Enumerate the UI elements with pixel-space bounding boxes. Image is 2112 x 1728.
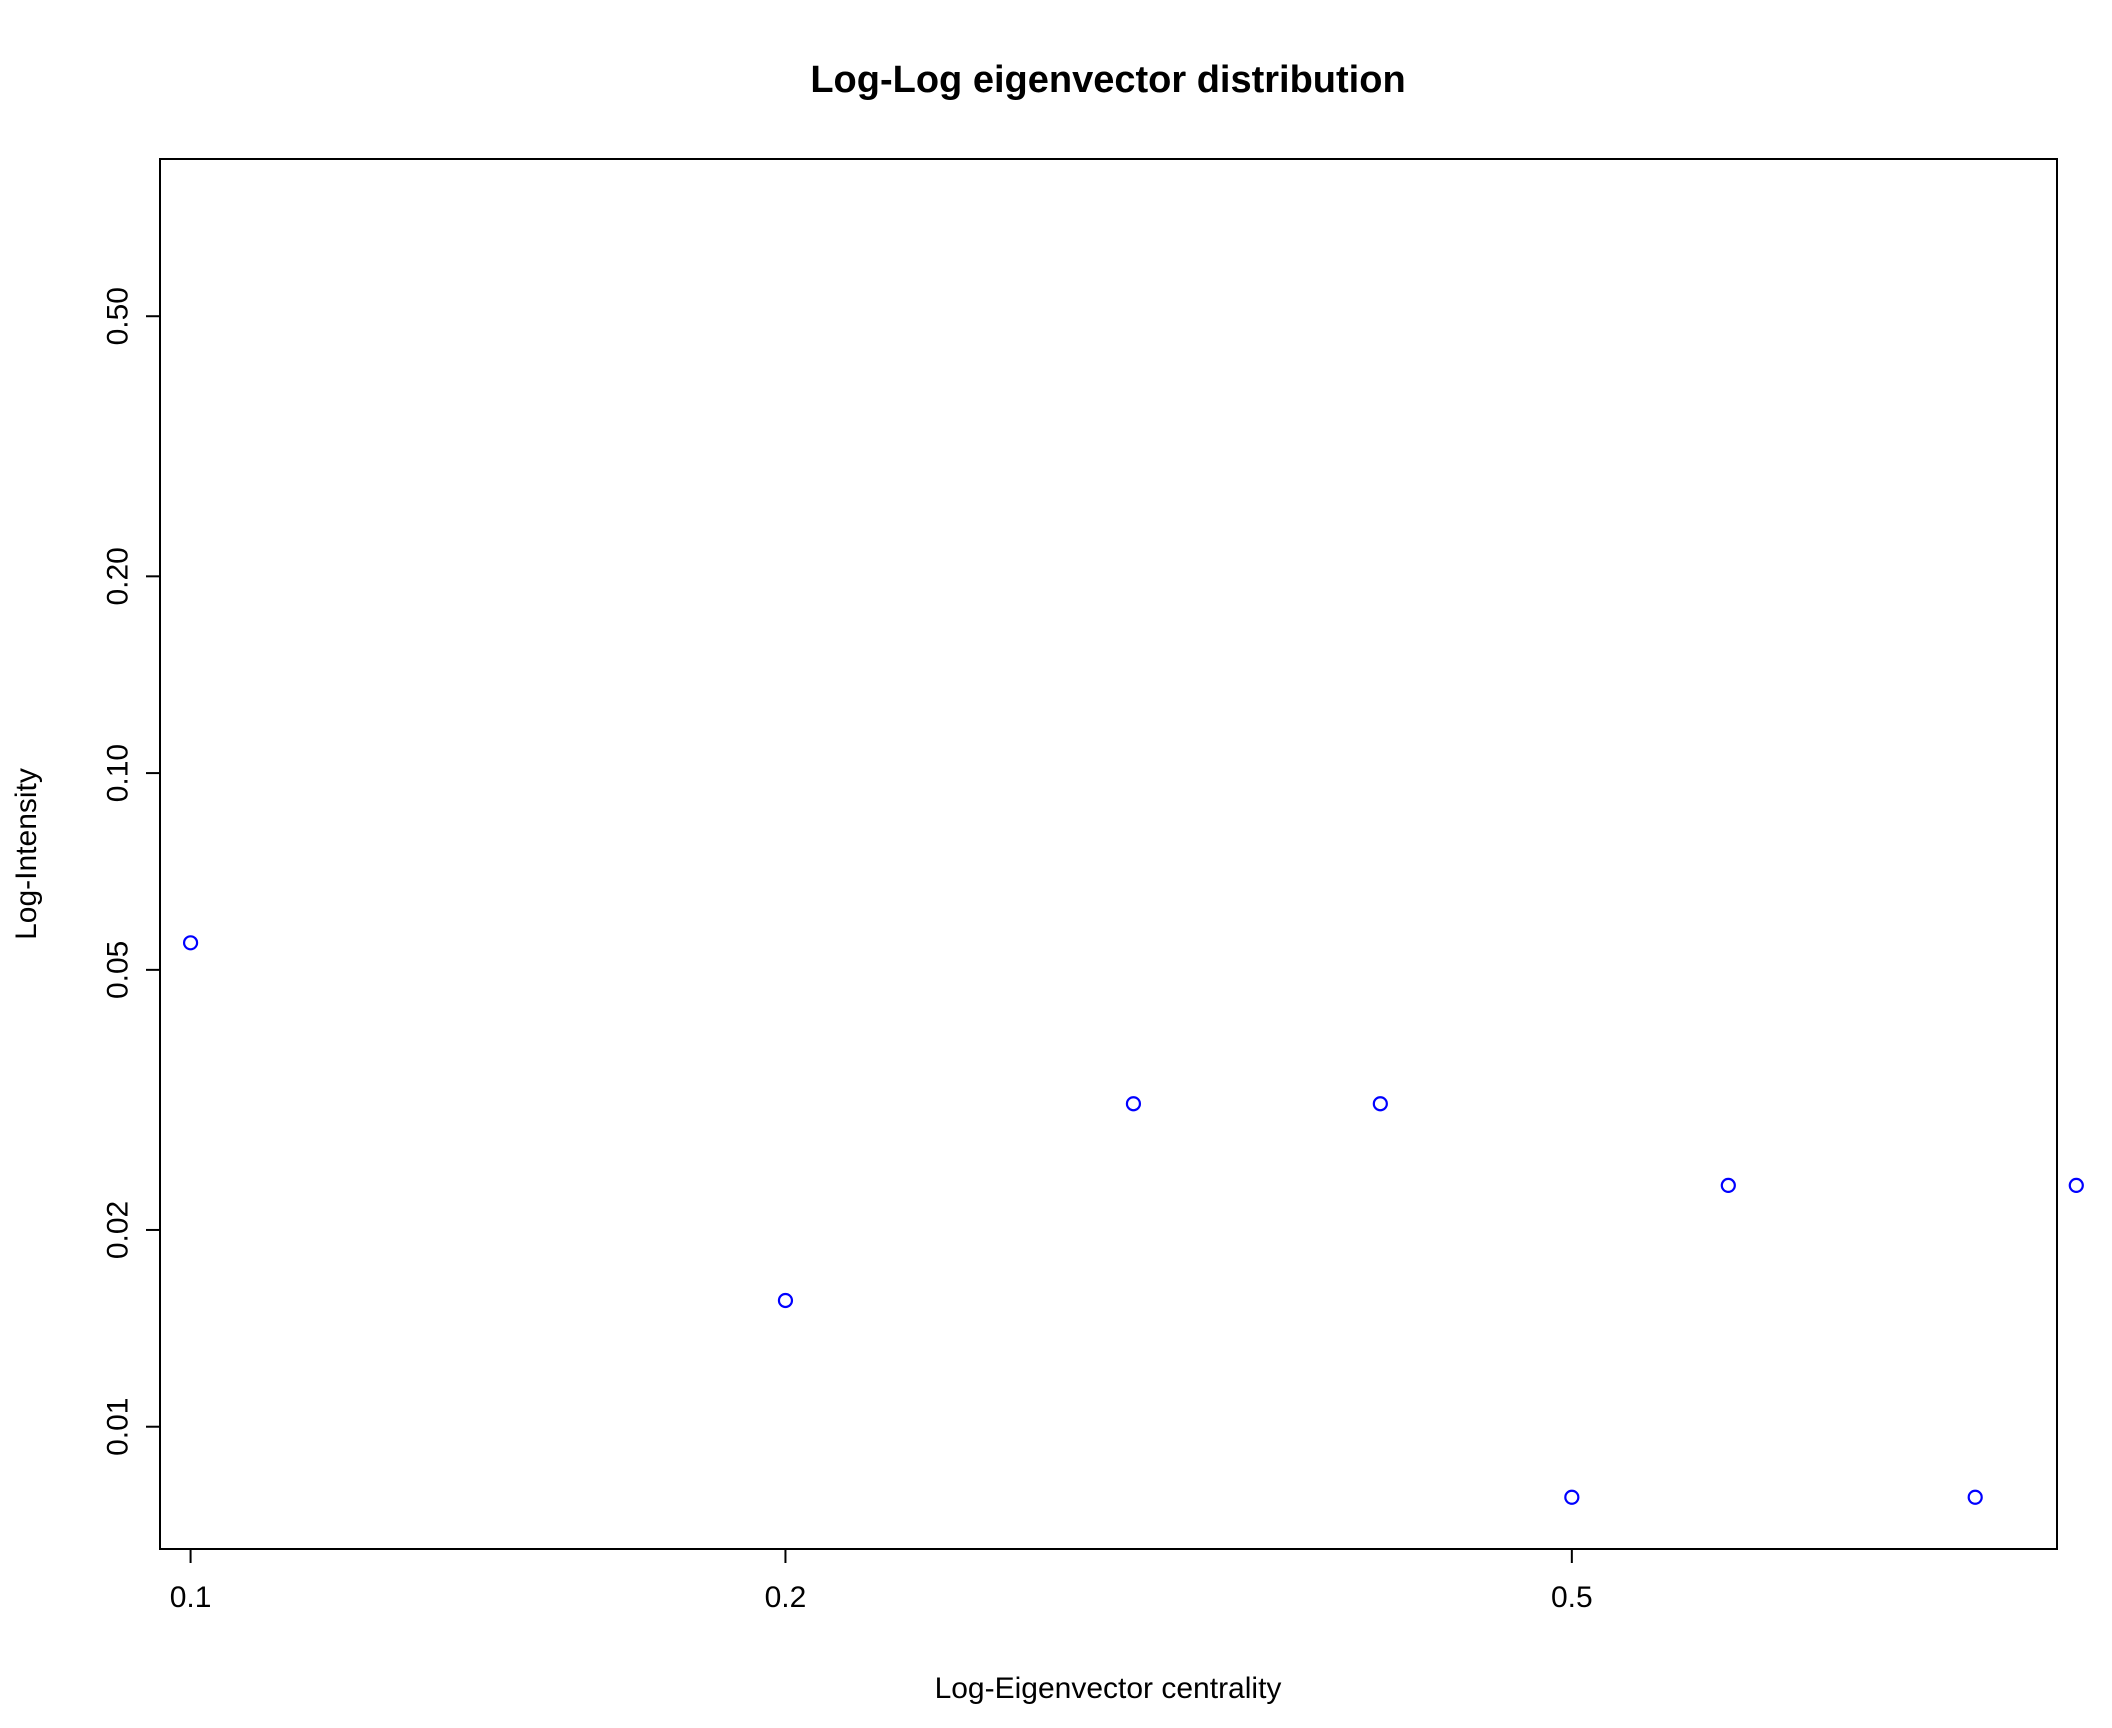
x-axis-label: Log-Eigenvector centrality	[935, 1672, 1282, 1705]
x-tick-label: 0.1	[170, 1581, 212, 1614]
data-point	[777, 1292, 794, 1309]
x-tick-label: 0.5	[1551, 1581, 1593, 1614]
data-point	[1372, 1096, 1388, 1112]
y-tick-label: 0.20	[102, 547, 135, 605]
chart-title: Log-Log eigenvector distribution	[810, 59, 1405, 101]
data-point	[1125, 1096, 1142, 1112]
data-point	[1720, 1177, 1736, 1193]
plot-frame	[159, 158, 2058, 1550]
y-tick-label: 0.50	[102, 287, 135, 345]
data-point	[1564, 1489, 1580, 1505]
x-axis: 0.1 0.2 0.5	[170, 1548, 1593, 1614]
y-tick-label: 0.10	[102, 744, 135, 802]
data-point	[1967, 1489, 1983, 1505]
y-axis-label: Log-Intensity	[10, 768, 43, 940]
y-tick-label: 0.01	[102, 1398, 135, 1456]
y-tick-label: 0.05	[102, 941, 135, 999]
data-point	[2068, 1177, 2084, 1193]
y-axis: 0.01 0.02 0.05 0.10 0.20 0.50	[102, 287, 161, 1456]
y-tick-label: 0.02	[102, 1201, 135, 1259]
data-points	[182, 935, 2084, 1505]
x-tick-label: 0.2	[765, 1581, 807, 1614]
data-point	[182, 935, 199, 951]
